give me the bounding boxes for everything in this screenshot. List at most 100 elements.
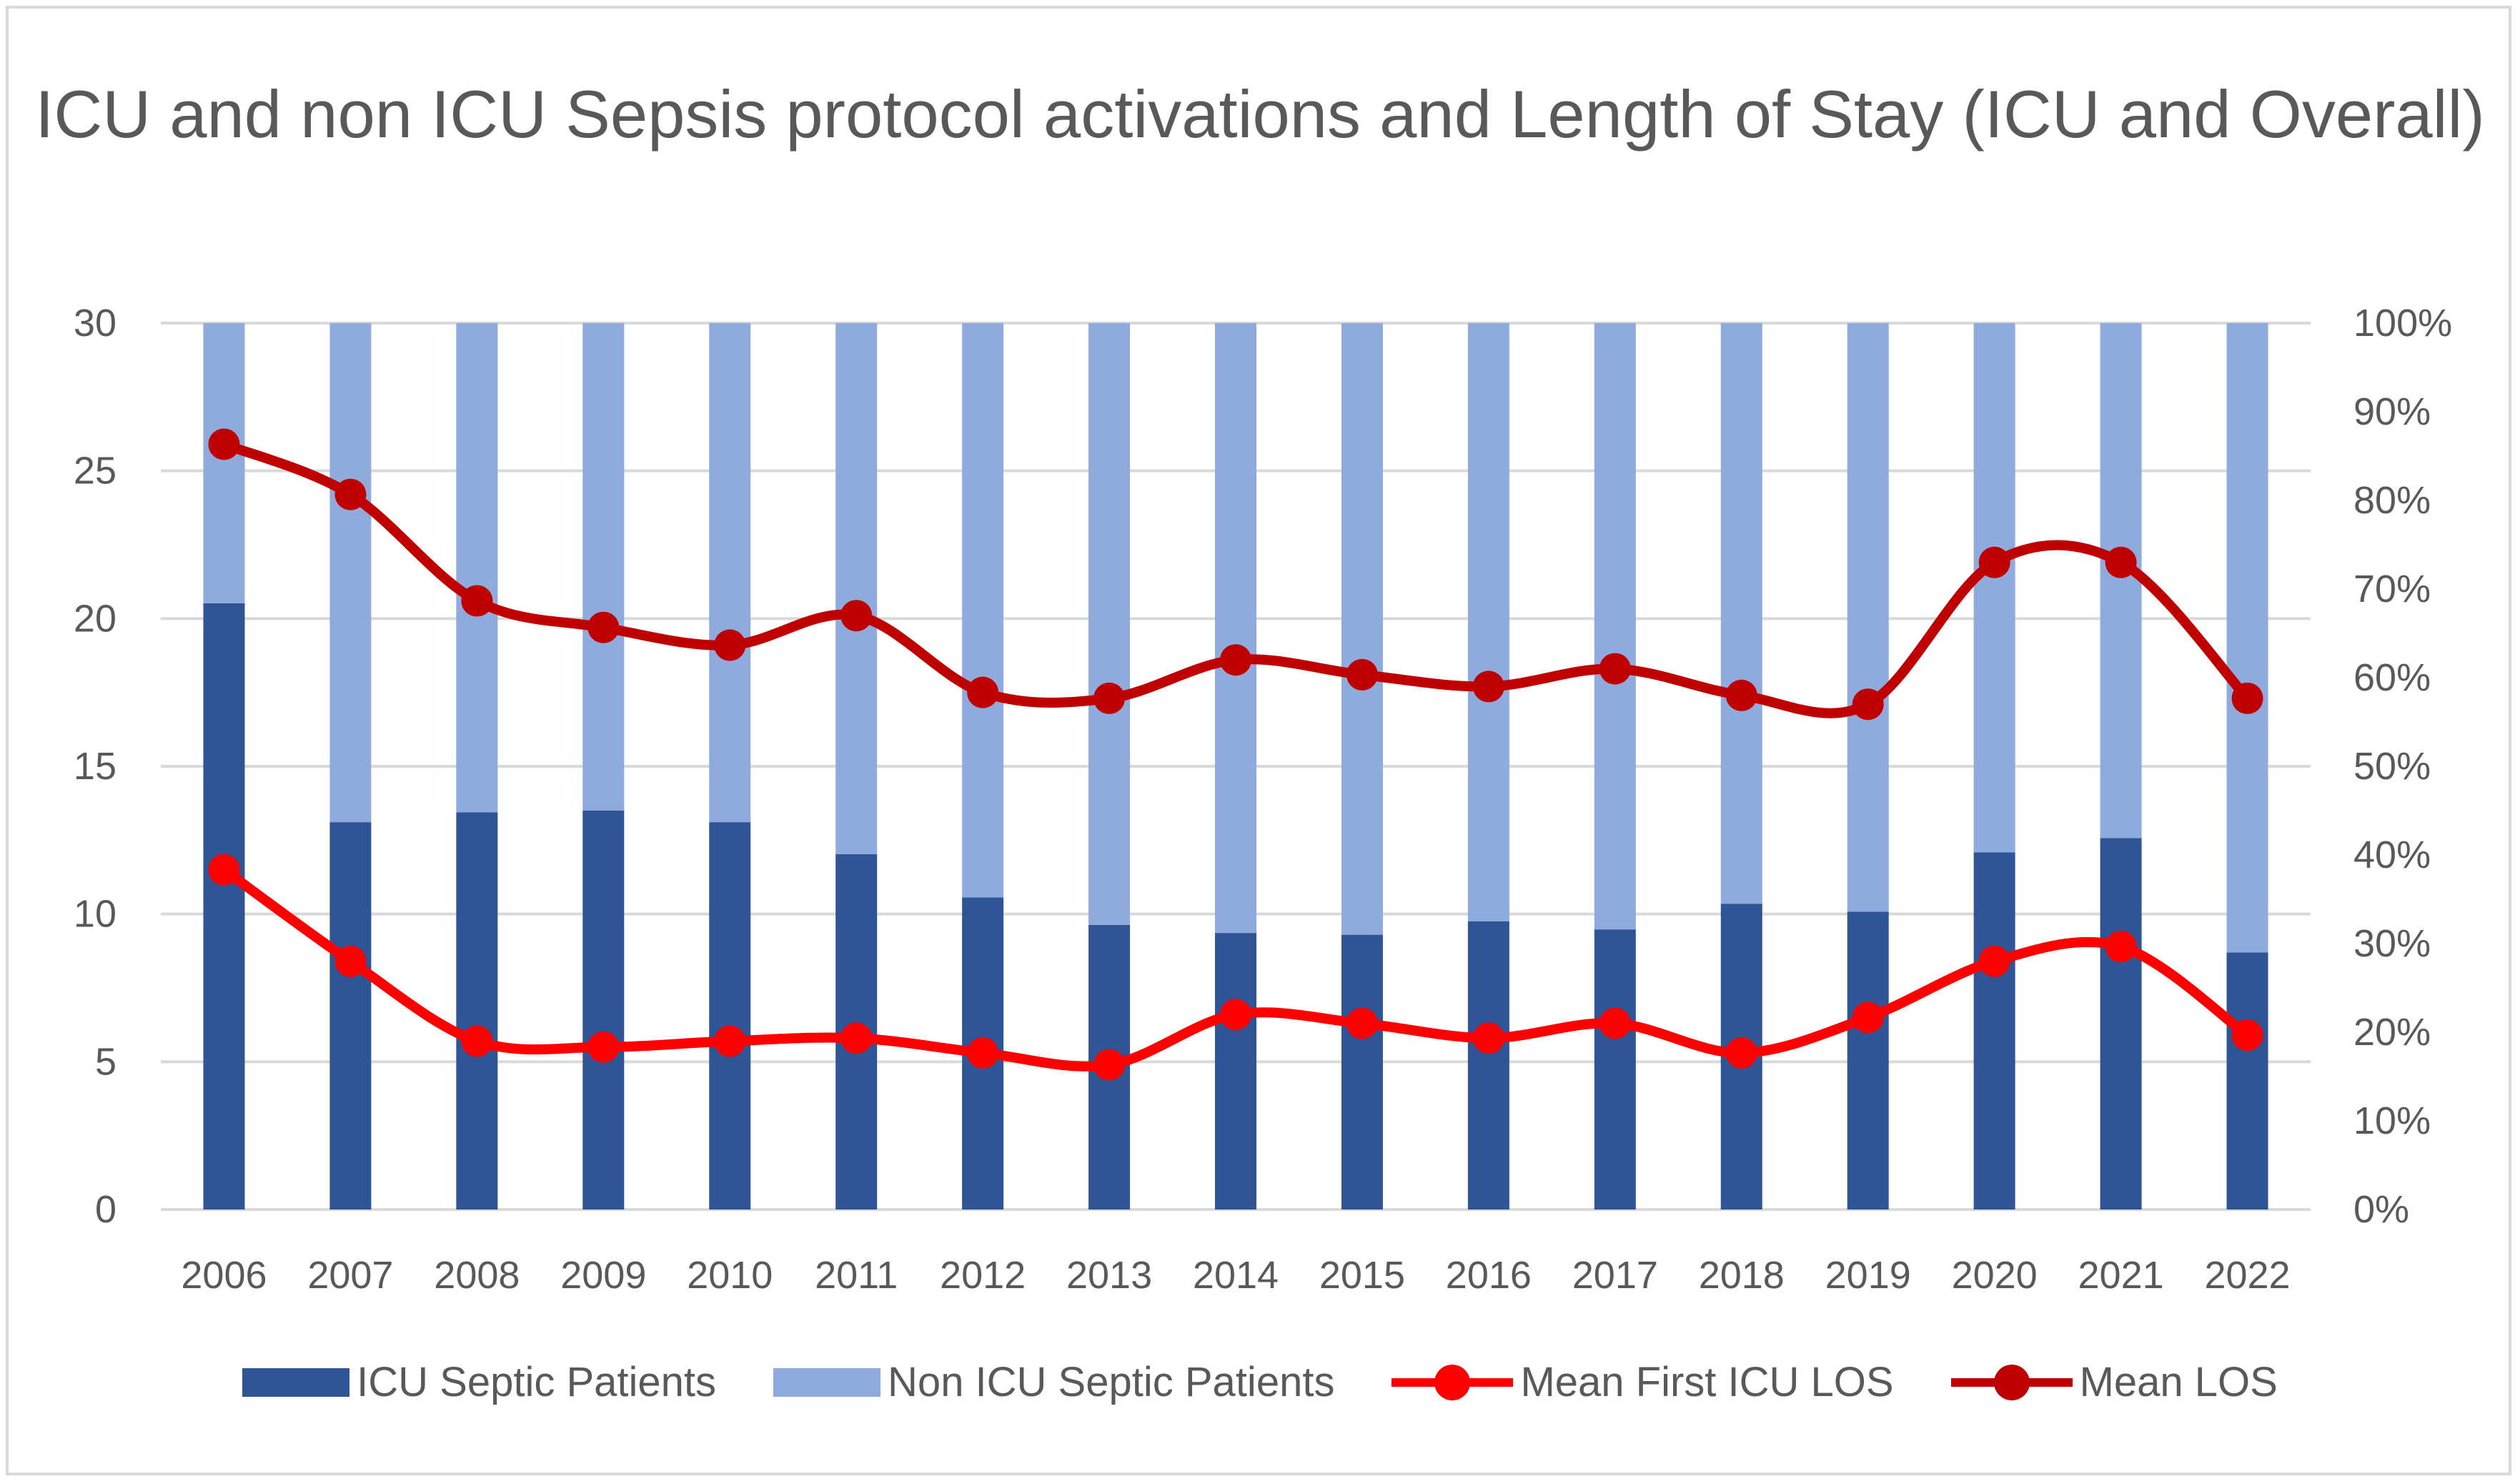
right-tick-label: 30%	[2353, 922, 2431, 965]
point-first-icu-los-2009	[587, 1031, 620, 1063]
bar-non-icu-2014	[1215, 323, 1256, 934]
point-first-icu-los-2012	[967, 1037, 999, 1069]
left-tick-label: 20	[74, 597, 116, 640]
bar-non-icu-2010	[709, 323, 751, 823]
x-tick-label: 2018	[1699, 1254, 1785, 1297]
bar-non-icu-2018	[1720, 323, 1762, 904]
point-mean-los-2017	[1599, 653, 1631, 685]
bar-non-icu-2009	[582, 323, 625, 811]
point-mean-los-2013	[1093, 682, 1126, 714]
bar-icu-2007	[329, 822, 372, 1210]
x-tick-label: 2006	[181, 1254, 267, 1297]
point-mean-los-2011	[840, 600, 873, 632]
point-mean-los-2006	[208, 428, 240, 460]
bar-icu-2016	[1467, 921, 1509, 1210]
point-first-icu-los-2006	[208, 854, 240, 886]
legend-item-icu: ICU Septic Patients	[242, 1358, 716, 1406]
point-first-icu-los-2007	[334, 945, 367, 977]
legend: ICU Septic Patients Non ICU Septic Patie…	[0, 1358, 2520, 1406]
bar-non-icu-2006	[203, 323, 245, 603]
bar-non-icu-2015	[1341, 323, 1383, 935]
right-tick-label: 90%	[2353, 390, 2431, 433]
x-tick-label: 2016	[1446, 1254, 1532, 1297]
bar-non-icu-2007	[329, 323, 372, 823]
point-mean-los-2007	[334, 478, 367, 510]
point-mean-los-2019	[1852, 688, 1884, 721]
right-tick-label: 60%	[2353, 656, 2431, 699]
point-first-icu-los-2015	[1346, 1007, 1378, 1039]
bar-non-icu-2019	[1847, 323, 1889, 912]
bar-non-icu-2011	[835, 323, 878, 854]
point-first-icu-los-2021	[2105, 931, 2137, 963]
bar-icu-2008	[456, 812, 498, 1210]
point-first-icu-los-2018	[1725, 1037, 1757, 1069]
left-tick-label: 5	[95, 1040, 116, 1083]
point-mean-los-2020	[1978, 546, 2010, 578]
bar-icu-2017	[1594, 929, 1636, 1210]
bar-non-icu-2008	[456, 323, 498, 813]
legend-swatch	[773, 1367, 881, 1397]
legend-swatch	[1950, 1364, 2073, 1400]
bar-icu-2019	[1847, 911, 1889, 1210]
chart-title: ICU and non ICU Sepsis protocol activati…	[35, 76, 2485, 152]
x-tick-label: 2012	[940, 1254, 1026, 1297]
right-tick-label: 40%	[2353, 833, 2431, 876]
x-tick-label: 2009	[560, 1254, 646, 1297]
right-tick-label: 0%	[2353, 1188, 2409, 1231]
right-tick-label: 50%	[2353, 745, 2431, 788]
point-first-icu-los-2011	[840, 1022, 873, 1054]
point-mean-los-2010	[714, 629, 746, 661]
bar-non-icu-2021	[2100, 323, 2142, 839]
x-tick-label: 2007	[307, 1254, 393, 1297]
chart-frame	[6, 6, 2511, 1475]
point-mean-los-2016	[1472, 671, 1504, 703]
bar-non-icu-2022	[2226, 323, 2268, 953]
point-first-icu-los-2022	[2231, 1019, 2263, 1052]
left-tick-label: 25	[74, 450, 116, 493]
right-tick-label: 80%	[2353, 479, 2431, 522]
right-tick-label: 70%	[2353, 568, 2431, 610]
point-first-icu-los-2019	[1852, 1001, 1884, 1034]
point-mean-los-2018	[1725, 679, 1757, 711]
bar-icu-2015	[1341, 934, 1383, 1210]
point-mean-los-2012	[967, 676, 999, 708]
point-first-icu-los-2014	[1220, 999, 1251, 1031]
bar-icu-2006	[203, 603, 245, 1210]
right-tick-label: 10%	[2353, 1099, 2431, 1142]
point-mean-los-2009	[587, 611, 620, 643]
point-mean-los-2008	[461, 585, 493, 617]
left-tick-label: 30	[74, 302, 116, 345]
bar-non-icu-2020	[1973, 323, 2015, 853]
point-first-icu-los-2016	[1472, 1022, 1504, 1054]
x-tick-label: 2021	[2078, 1254, 2164, 1297]
x-tick-label: 2015	[1319, 1254, 1405, 1297]
legend-swatch	[242, 1367, 350, 1397]
point-mean-los-2015	[1346, 658, 1378, 691]
point-mean-los-2014	[1220, 644, 1251, 676]
legend-item-first-icu-los: Mean First ICU LOS	[1392, 1358, 1894, 1406]
bar-icu-2014	[1215, 933, 1256, 1210]
x-tick-label: 2014	[1193, 1254, 1279, 1297]
bar-icu-2009	[582, 811, 625, 1210]
bar-non-icu-2016	[1467, 323, 1509, 921]
bar-icu-2010	[709, 822, 751, 1210]
legend-label: Non ICU Septic Patients	[888, 1359, 1335, 1405]
legend-label: ICU Septic Patients	[357, 1359, 717, 1405]
x-tick-label: 2011	[815, 1254, 898, 1297]
legend-item-non-icu: Non ICU Septic Patients	[773, 1358, 1334, 1406]
point-first-icu-los-2013	[1093, 1049, 1126, 1081]
bar-non-icu-2013	[1088, 323, 1131, 925]
bar-icu-2020	[1973, 852, 2015, 1210]
point-first-icu-los-2008	[461, 1025, 493, 1057]
bar-non-icu-2017	[1594, 323, 1636, 930]
x-tick-label: 2013	[1066, 1254, 1152, 1297]
point-mean-los-2021	[2105, 546, 2137, 578]
point-first-icu-los-2017	[1599, 1007, 1631, 1039]
left-tick-label: 0	[95, 1188, 116, 1231]
x-tick-label: 2019	[1825, 1254, 1911, 1297]
right-tick-label: 20%	[2353, 1011, 2431, 1054]
bar-icu-2021	[2100, 838, 2142, 1210]
legend-item-mean-los: Mean LOS	[1950, 1358, 2278, 1406]
point-first-icu-los-2020	[1978, 945, 2010, 977]
